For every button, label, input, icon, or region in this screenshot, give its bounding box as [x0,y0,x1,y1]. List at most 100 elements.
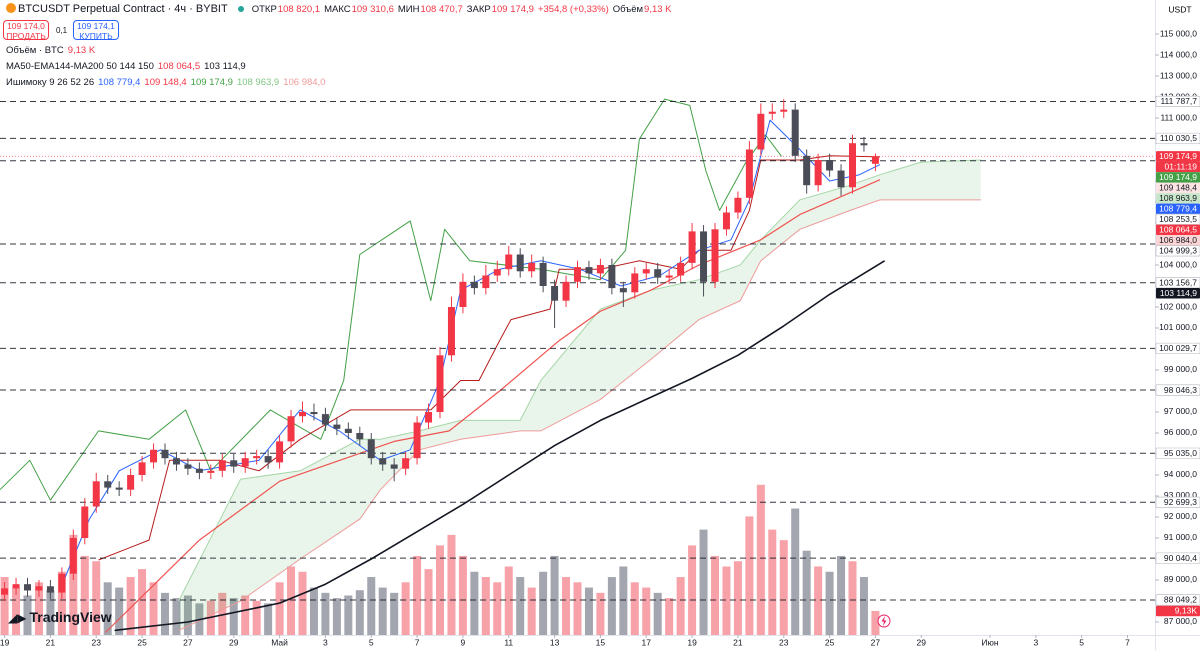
volume-bar [424,569,433,635]
buy-label: КУПИТЬ [79,30,113,41]
price-badge-label: 90 040,4 [1164,553,1197,563]
indicator-value: 108 963,9 [236,77,280,88]
y-tick-label: 91 000,0 [1164,532,1197,542]
volume-bar [275,582,284,635]
x-tick-label: 25 [137,637,147,647]
logo-text: TradingView [29,609,112,625]
price-badge-label: 109 148,4 [1159,183,1197,193]
price-badge-label: 106 984,0 [1159,235,1197,245]
volume-bar [0,577,9,635]
price-badge [1155,594,1200,606]
candle-body [768,111,776,114]
candle-body [287,416,295,442]
volume-bar [46,590,55,635]
price-badge [1155,384,1200,396]
price-badge [1156,193,1200,204]
candle-body [470,281,478,289]
volume-bar [172,598,181,635]
indicator-name: Ишимоку 9 26 52 26 [6,77,95,88]
buy-button[interactable]: 109 174,1 КУПИТЬ [73,20,119,40]
symbol-title[interactable]: BTCUSDT Perpetual Contract · 4ч · BYBIT [18,3,228,15]
indicator-name: MA50-EMA144-MA200 50 144 150 [6,61,154,72]
volume-bar [401,582,410,635]
indicator-line [0,98,782,501]
volume-bar [607,577,616,635]
candle-body [791,109,799,156]
volume-bar [390,592,399,635]
candle-body [402,458,410,469]
volume-bar [126,577,135,635]
candle-body [516,254,524,272]
volume-bar [527,587,536,635]
candle-body [104,481,112,488]
volume-bar [791,508,800,635]
candle-body [722,212,730,230]
candle-body [218,460,226,471]
indicator-row: MA50-EMA144-MA200 50 144 150 108 064,5 103… [6,61,250,73]
x-tick-label: 27 [183,637,193,647]
ohlc-label: ОТКР [251,4,277,15]
y-tick-label: 99 000,0 [1164,364,1197,374]
ohlc-label: МИН [397,4,420,15]
volume-value: 9,13 K [644,4,672,15]
y-tick-label: 104 000,0 [1159,259,1197,269]
cloud-lead-b [178,199,981,631]
x-tick-label: 25 [825,637,835,647]
price-badge [1156,235,1200,246]
price-badge [1155,132,1200,144]
candle-body [344,428,352,433]
candle-body [127,474,135,490]
price-badge-label: 108 253,5 [1159,214,1197,224]
x-tick-label: 23 [92,637,102,647]
volume-bar [573,582,582,635]
price-badge-label: 103 114,9 [1160,288,1197,298]
indicator-line [114,260,886,632]
ohlc-value: 109 174,9 [491,4,534,15]
volume-bar [34,582,43,635]
price-badge-label: 88 049,2 [1164,595,1197,605]
price-badge [1156,287,1200,299]
candle-body [585,267,593,274]
price-badge-label: 108 779,4 [1159,204,1197,214]
price-badge-label: 103 156,7 [1159,277,1197,287]
quantity[interactable]: 0,1 [56,26,68,35]
candle-body [46,586,54,593]
candle-body [528,262,536,272]
buy-price: 109 174,1 [77,21,115,31]
volume-bar [264,603,273,635]
y-tick-label: 89 000,0 [1164,574,1197,584]
x-tick-label: 11 [504,637,513,647]
sell-button[interactable]: 109 174,0 ПРОДАТЬ [3,20,49,40]
ohlc-label: ЗАКР [466,4,491,15]
candle-body [619,288,627,293]
candle-body [837,170,845,188]
candle-body [310,411,318,415]
x-tick-label: 9 [461,637,466,647]
x-tick-label: Июн [981,637,998,647]
volume-bar [367,577,376,635]
volume-bar [69,534,78,635]
candle-body [871,156,879,164]
logo-mark: ◢▶ [8,611,27,625]
candle-body [849,143,856,188]
volume-bar [619,566,628,635]
volume-bar [481,577,490,635]
x-tick-label: Май [271,637,288,647]
volume-bar [458,555,467,635]
candle-body [711,229,719,282]
candle-body [356,432,364,440]
price-badge [1156,182,1200,194]
candle-body [230,460,238,467]
volume-bar [745,516,754,635]
volume-bar [825,571,834,635]
price-badge [1156,224,1200,236]
price-badge-label: 109 174,9 [1159,151,1197,161]
y-tick-label: 93 000,0 [1164,490,1197,500]
candle-body [253,456,261,459]
indicator-line [98,155,881,561]
candle-body [608,265,616,289]
candle-body [436,355,444,412]
volume-bar [871,610,880,635]
price-badge-label: 108 064,5 [1159,225,1197,235]
